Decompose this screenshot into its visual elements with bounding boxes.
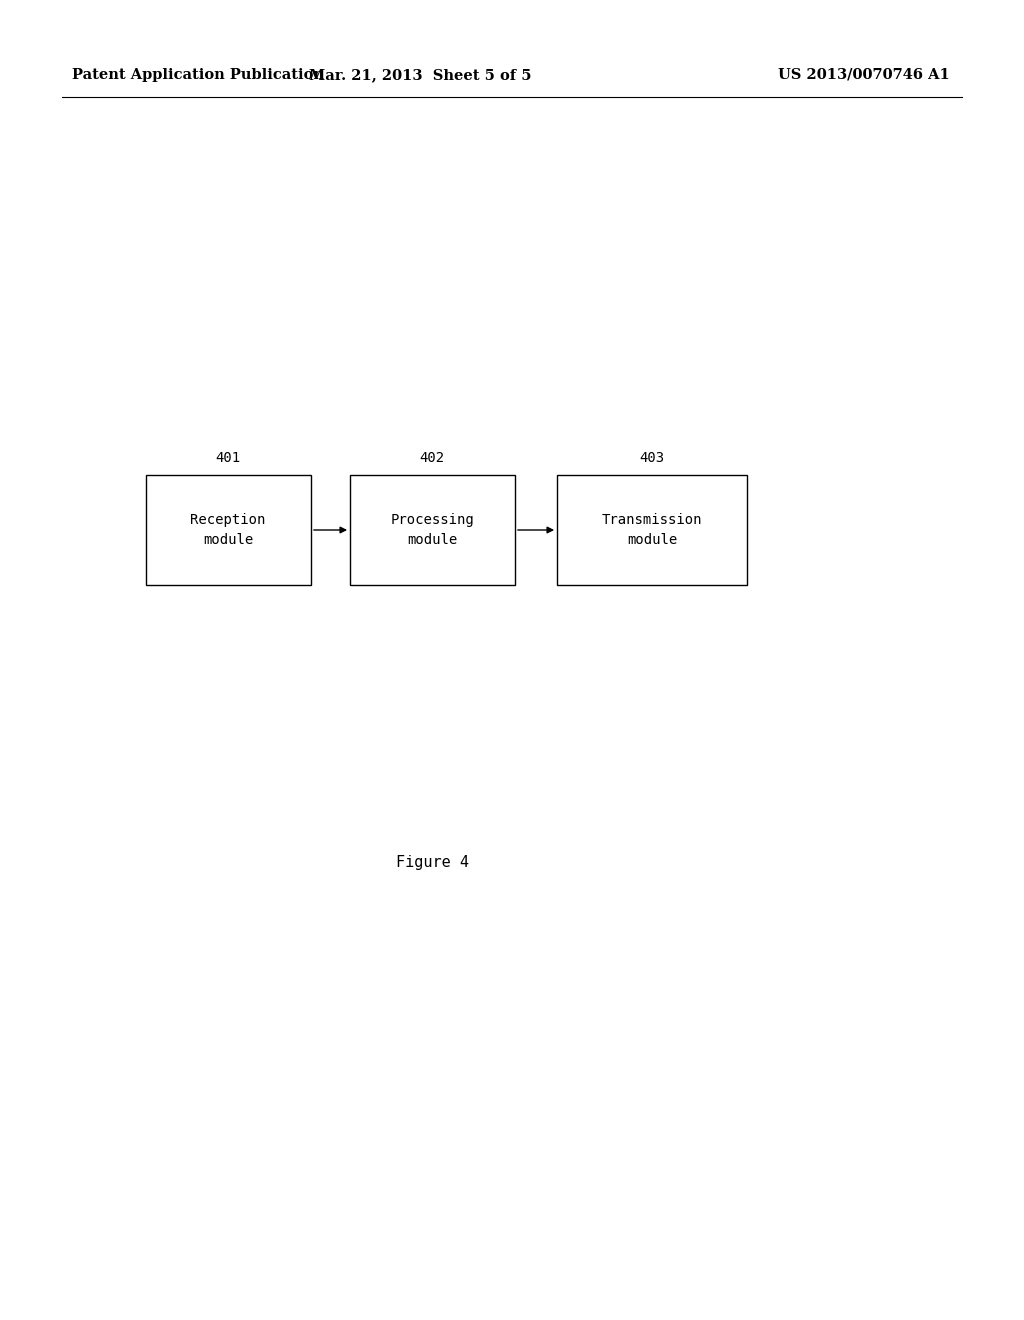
Text: Processing
module: Processing module xyxy=(390,512,474,548)
Bar xyxy=(145,475,310,585)
Text: 403: 403 xyxy=(639,451,665,465)
Text: Mar. 21, 2013  Sheet 5 of 5: Mar. 21, 2013 Sheet 5 of 5 xyxy=(309,69,531,82)
Text: US 2013/0070746 A1: US 2013/0070746 A1 xyxy=(778,69,950,82)
Text: Patent Application Publication: Patent Application Publication xyxy=(72,69,324,82)
Bar xyxy=(557,475,746,585)
Text: Transmission
module: Transmission module xyxy=(602,512,702,548)
Text: Figure 4: Figure 4 xyxy=(395,855,469,870)
Text: 402: 402 xyxy=(420,451,444,465)
Text: Reception
module: Reception module xyxy=(190,512,265,548)
Text: 401: 401 xyxy=(215,451,241,465)
Bar xyxy=(349,475,514,585)
